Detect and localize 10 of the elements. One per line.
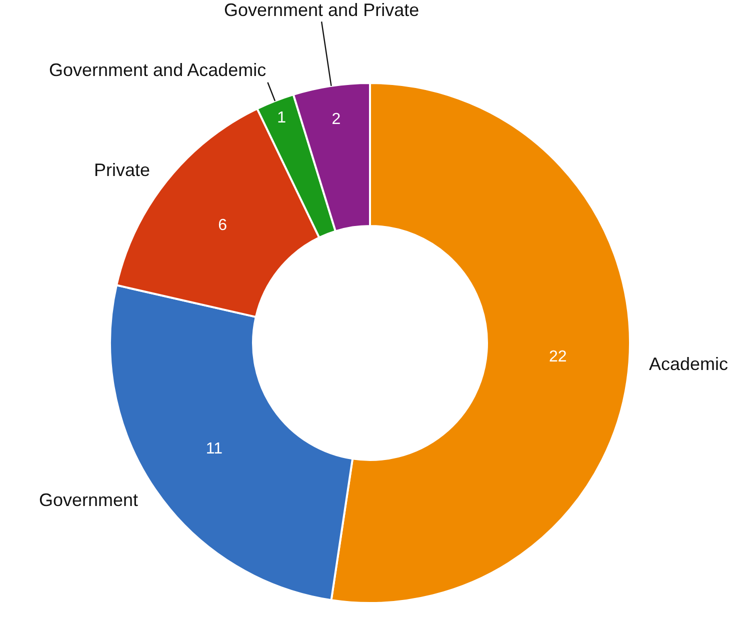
- slice-label: Government: [39, 490, 138, 510]
- data-label: 2: [332, 110, 341, 128]
- data-label: 1: [277, 109, 286, 126]
- slice-label: Academic: [649, 354, 728, 374]
- data-label: 22: [549, 348, 567, 366]
- slice-label: Government and Private: [224, 0, 420, 20]
- slice-label: Government and Academic: [49, 60, 266, 80]
- slice-label: Private: [94, 160, 150, 180]
- data-label: 11: [206, 440, 223, 458]
- data-label: 6: [218, 216, 228, 234]
